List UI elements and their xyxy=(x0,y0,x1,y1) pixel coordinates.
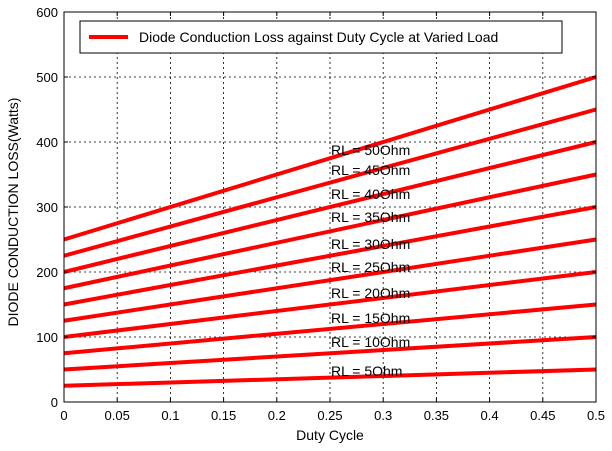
series-line xyxy=(63,140,597,274)
legend-entry: Diode Conduction Loss against Duty Cycle… xyxy=(139,29,498,45)
x-tick-label: 0.35 xyxy=(424,408,449,423)
series-line xyxy=(63,302,597,356)
y-tick-label: 500 xyxy=(36,70,58,85)
series-label: RL = 45Ohm xyxy=(331,162,410,178)
series-line xyxy=(63,237,597,323)
series-labels: RL = 50Ohm RL = 45Ohm RL = 40Ohm RL = 35Ohm… xyxy=(331,142,410,379)
x-tick-label: 0.25 xyxy=(317,408,342,423)
series-label: RL = 5Ohm xyxy=(331,363,402,379)
y-tick-label: 600 xyxy=(36,5,58,20)
series-line xyxy=(63,75,597,242)
series-lines xyxy=(63,75,597,388)
x-tick-label: 0.4 xyxy=(481,408,499,423)
series-label: RL = 50Ohm xyxy=(331,142,410,158)
x-tick-label: 0.1 xyxy=(161,408,179,423)
x-tick-label: 0.5 xyxy=(587,408,605,423)
series-label: RL = 25Ohm xyxy=(331,259,410,275)
y-tick-label: 400 xyxy=(36,135,58,150)
x-axis-label: Duty Cycle xyxy=(296,427,364,443)
series-line xyxy=(63,107,597,258)
axis-ticks: 0 0.05 0.1 0.15 0.2 0.25 0.3 0.35 0.4 0.45 0.5 0 100… xyxy=(36,5,605,423)
y-tick-label: 0 xyxy=(51,395,58,410)
series-line xyxy=(63,367,597,388)
x-tick-label: 0.05 xyxy=(105,408,130,423)
x-tick-label: 0.2 xyxy=(268,408,286,423)
x-tick-label: 0.45 xyxy=(530,408,555,423)
series-line xyxy=(63,270,597,339)
series-label: RL = 10Ohm xyxy=(331,334,410,350)
y-tick-label: 100 xyxy=(36,330,58,345)
y-axis-label: DIODE CONDUCTION LOSS(Watts) xyxy=(5,98,21,327)
legend: Diode Conduction Loss against Duty Cycle… xyxy=(79,20,563,54)
series-label: RL = 30Ohm xyxy=(331,236,410,252)
series-line xyxy=(63,335,597,372)
series-label: RL = 40Ohm xyxy=(331,186,410,202)
series-line xyxy=(63,172,597,291)
series-label: RL = 15Ohm xyxy=(331,310,410,326)
legend-box xyxy=(79,20,563,54)
y-tick-label: 200 xyxy=(36,265,58,280)
x-tick-label: 0 xyxy=(60,408,67,423)
y-tick-label: 300 xyxy=(36,200,58,215)
x-tick-label: 0.15 xyxy=(211,408,236,423)
series-label: RL = 20Ohm xyxy=(331,285,410,301)
x-tick-label: 0.3 xyxy=(374,408,392,423)
series-line xyxy=(63,205,597,307)
series-label: RL = 35Ohm xyxy=(331,209,410,225)
